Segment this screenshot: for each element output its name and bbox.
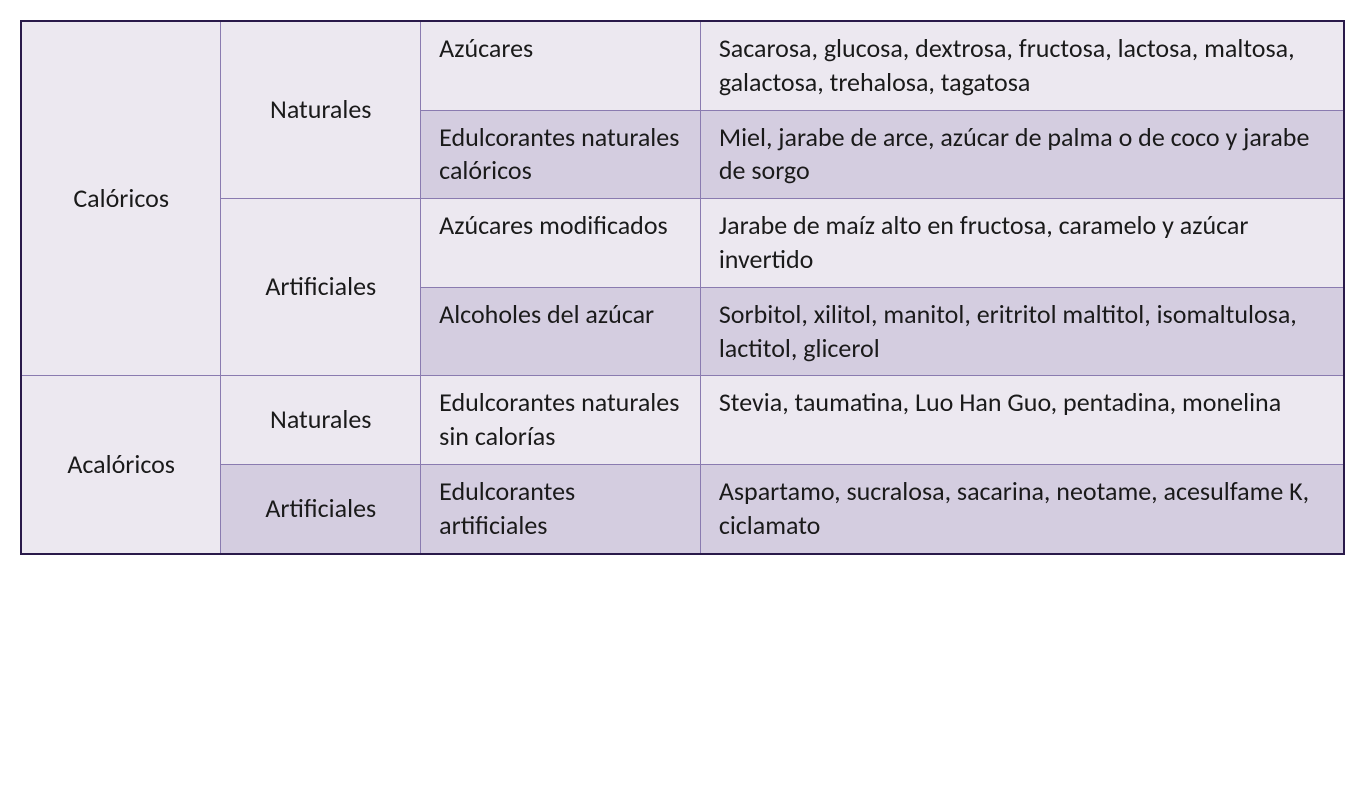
cell-tipo: Edulcorantes artificiales xyxy=(421,464,701,553)
cell-ejemplos: Sacarosa, glucosa, dextrosa, fructosa, l… xyxy=(700,21,1344,110)
cell-origen-naturales-2: Naturales xyxy=(221,376,421,465)
cell-tipo: Azúcares xyxy=(421,21,701,110)
cell-origen-artificiales-1: Artificiales xyxy=(221,199,421,376)
cell-tipo: Alcoholes del azúcar xyxy=(421,287,701,376)
cell-ejemplos: Aspartamo, sucralosa, sacarina, neotame,… xyxy=(700,464,1344,553)
cell-ejemplos: Stevia, taumatina, Luo Han Guo, pentadin… xyxy=(700,376,1344,465)
sweeteners-table: Calóricos Naturales Azúcares Sacarosa, g… xyxy=(20,20,1345,555)
cell-tipo: Azúcares modificados xyxy=(421,199,701,288)
cell-categoria-caloricos: Calóricos xyxy=(21,21,221,376)
table-row: Calóricos Naturales Azúcares Sacarosa, g… xyxy=(21,21,1344,110)
cell-categoria-acaloricos: Acalóricos xyxy=(21,376,221,554)
cell-origen-naturales-1: Naturales xyxy=(221,21,421,199)
table-row: Acalóricos Naturales Edulcorantes natura… xyxy=(21,376,1344,465)
cell-tipo: Edulcorantes naturales sin calorías xyxy=(421,376,701,465)
cell-ejemplos: Sorbitol, xilitol, manitol, eritritol ma… xyxy=(700,287,1344,376)
cell-ejemplos: Miel, jarabe de arce, azúcar de palma o … xyxy=(700,110,1344,199)
cell-ejemplos: Jarabe de maíz alto en fructosa, caramel… xyxy=(700,199,1344,288)
cell-tipo: Edulcorantes naturales calóricos xyxy=(421,110,701,199)
cell-origen-artificiales-2: Artificiales xyxy=(221,464,421,553)
